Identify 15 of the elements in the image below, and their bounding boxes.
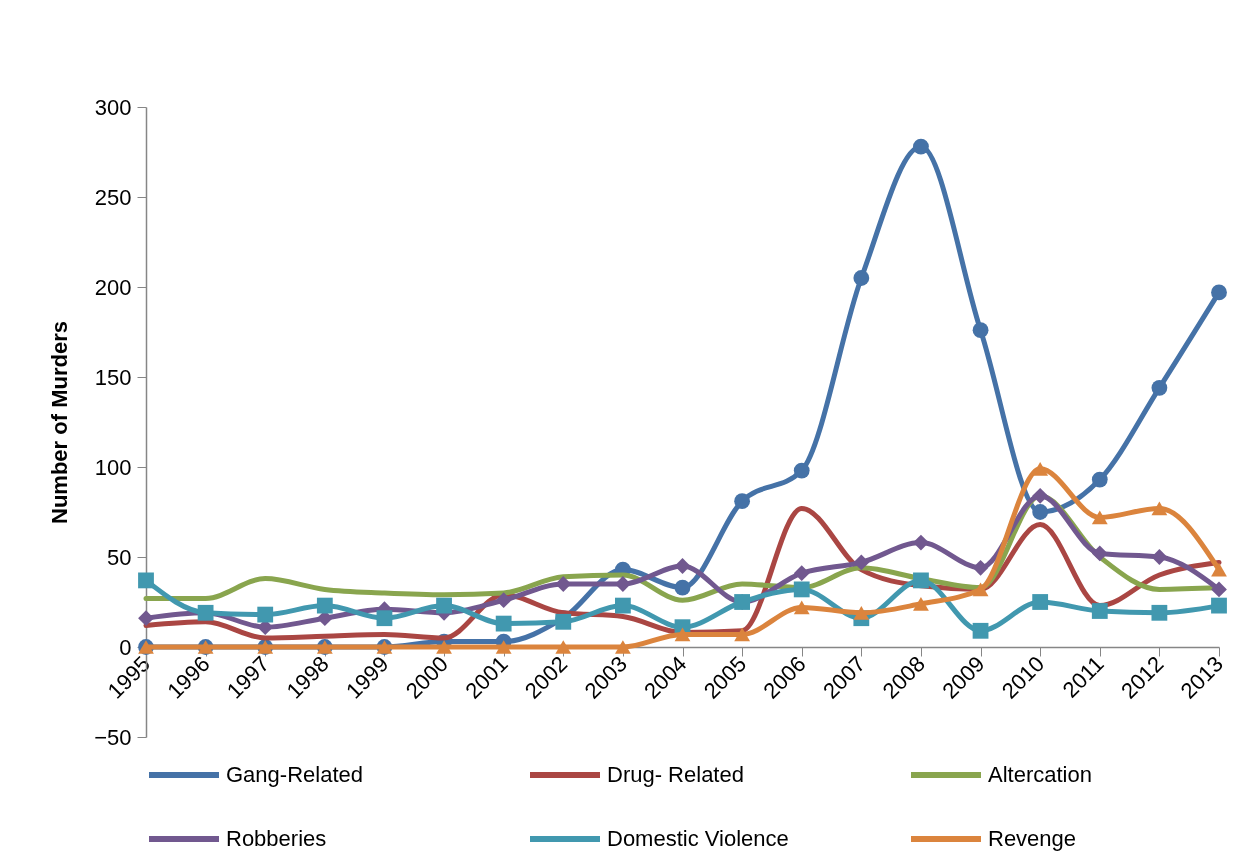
legend-label: Gang-Related bbox=[226, 762, 363, 787]
legend-label: Revenge bbox=[988, 826, 1077, 851]
y-tick-label: −50 bbox=[94, 724, 132, 750]
y-tick-label: 100 bbox=[94, 454, 132, 480]
y-tick-label: 150 bbox=[94, 364, 132, 390]
legend-label: Altercation bbox=[988, 762, 1092, 787]
legend-label: Robberies bbox=[226, 826, 327, 851]
y-tick-label: 250 bbox=[94, 184, 132, 210]
legend-label: Domestic Violence bbox=[607, 826, 789, 851]
y-tick-label: 50 bbox=[107, 544, 132, 570]
y-tick-label: 300 bbox=[94, 94, 132, 120]
legend-label: Drug- Related bbox=[607, 762, 744, 787]
y-tick-label: 0 bbox=[119, 634, 132, 660]
y-axis-title: Number of Murders bbox=[47, 321, 73, 524]
y-tick-label: 200 bbox=[94, 274, 132, 300]
